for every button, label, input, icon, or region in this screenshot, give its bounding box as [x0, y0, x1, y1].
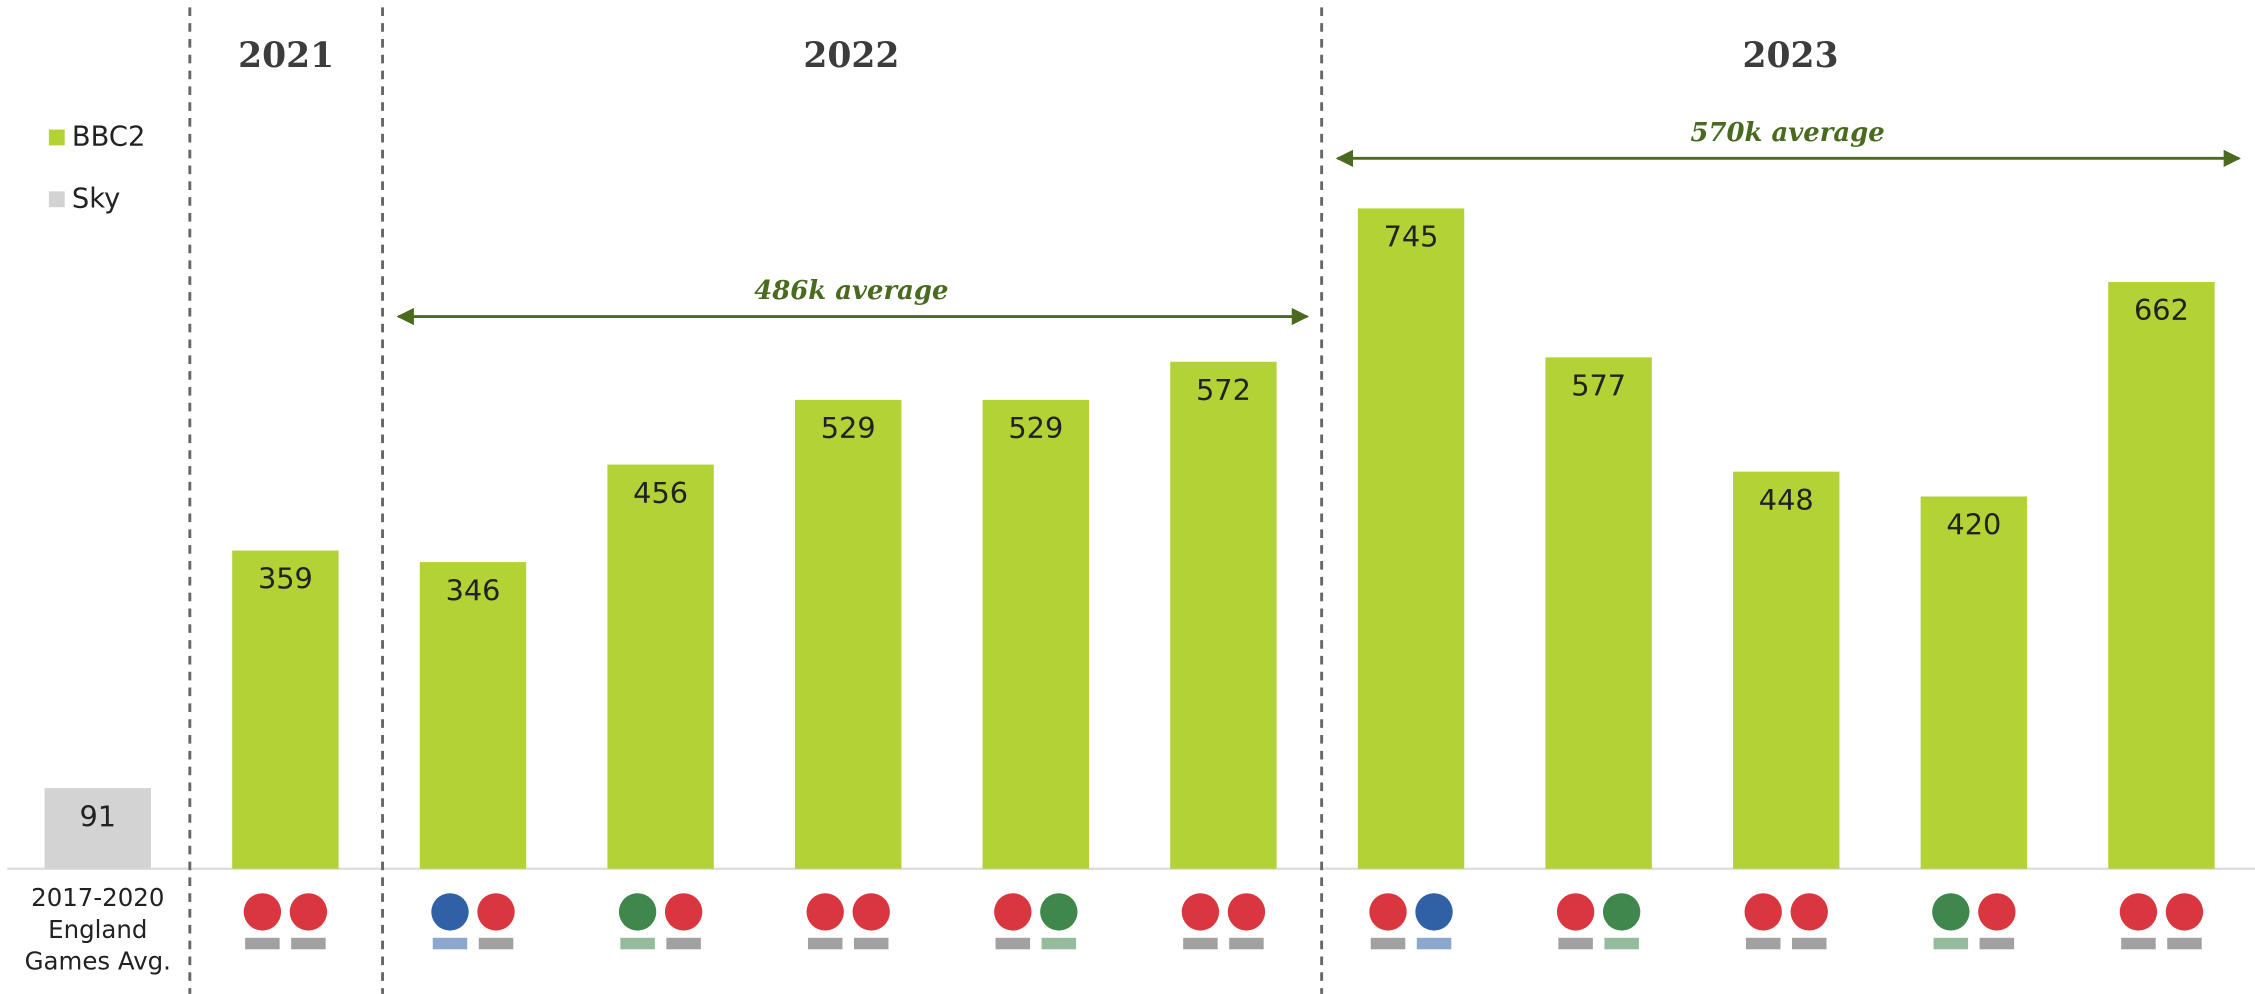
team-logo — [1978, 893, 2016, 931]
average-label: 486k average — [754, 276, 948, 306]
team-logo-text — [853, 937, 889, 950]
data-label: 745 — [1384, 220, 1439, 254]
team-logo-text — [995, 937, 1031, 950]
team-logo-text — [1183, 937, 1218, 950]
bar — [1545, 357, 1652, 869]
data-label: 448 — [1759, 483, 1814, 517]
bar — [44, 788, 152, 869]
bar — [2108, 281, 2215, 869]
data-label: 420 — [1946, 508, 2001, 542]
team-logo-text — [432, 937, 468, 950]
team-logo — [852, 893, 890, 931]
team-logo — [2119, 893, 2158, 931]
bar — [1920, 496, 2028, 869]
team-logo — [431, 893, 469, 931]
team-logo — [243, 893, 282, 931]
data-label: 577 — [1571, 369, 1626, 403]
x-tick-label: 2017-2020 England Games Avg. — [24, 884, 171, 977]
team-logo-text — [245, 937, 280, 950]
team-logo-text — [291, 937, 326, 950]
team-logo — [1556, 893, 1595, 931]
average-label: 570k average — [1691, 118, 1885, 148]
team-logo — [618, 893, 657, 931]
team-logo — [994, 893, 1032, 931]
team-logo — [1415, 893, 1453, 931]
team-logo-text — [1604, 937, 1639, 950]
team-logo-text — [666, 937, 701, 950]
team-logo — [1744, 893, 1782, 931]
bar — [1170, 361, 1277, 869]
team-logo-text — [2121, 937, 2156, 950]
data-label: 662 — [2134, 293, 2189, 327]
data-label: 91 — [79, 799, 116, 833]
team-logo — [1040, 893, 1078, 931]
legend-label: Sky — [72, 184, 120, 215]
team-logo-text — [1558, 937, 1593, 950]
team-logo — [1181, 893, 1220, 931]
team-logo — [289, 893, 328, 931]
bar — [232, 550, 339, 869]
x-label-box: 2017-2020 England Games Avg. — [24, 884, 171, 977]
data-label: 572 — [1196, 373, 1251, 407]
bar — [1733, 471, 1840, 869]
team-logo-text — [1979, 937, 2015, 950]
team-logo — [1932, 893, 1970, 931]
team-logo-text — [807, 937, 843, 950]
team-logo — [664, 893, 703, 931]
legend-swatch — [48, 191, 65, 208]
team-logo — [1369, 893, 1407, 931]
team-logo-text — [2167, 937, 2202, 950]
data-label: 456 — [633, 476, 688, 510]
team-logo — [2165, 893, 2204, 931]
bar — [419, 562, 527, 869]
team-logo-text — [1041, 937, 1077, 950]
team-logo-text — [1745, 937, 1781, 950]
team-logo-text — [1416, 937, 1452, 950]
team-logo — [477, 893, 515, 931]
legend-label: BBC2 — [72, 122, 145, 153]
bar — [607, 464, 714, 869]
year-label: 2022 — [803, 36, 899, 76]
bar — [1357, 208, 1465, 869]
data-label: 346 — [446, 573, 501, 607]
data-label: 359 — [258, 562, 313, 596]
team-logo — [806, 893, 844, 931]
team-logo-text — [1791, 937, 1827, 950]
bar — [795, 399, 902, 869]
data-label: 529 — [1008, 411, 1063, 445]
year-label: 2023 — [1742, 36, 1838, 76]
data-label: 529 — [821, 411, 876, 445]
team-logo-text — [620, 937, 655, 950]
team-logo — [1790, 893, 1828, 931]
team-logo-text — [1229, 937, 1264, 950]
year-label: 2021 — [238, 36, 334, 76]
team-logo-text — [1933, 937, 1969, 950]
team-logo-text — [1370, 937, 1406, 950]
team-logo-text — [478, 937, 514, 950]
team-logo — [1227, 893, 1266, 931]
team-logo — [1602, 893, 1641, 931]
legend-swatch — [48, 129, 65, 146]
bar — [982, 399, 1090, 869]
